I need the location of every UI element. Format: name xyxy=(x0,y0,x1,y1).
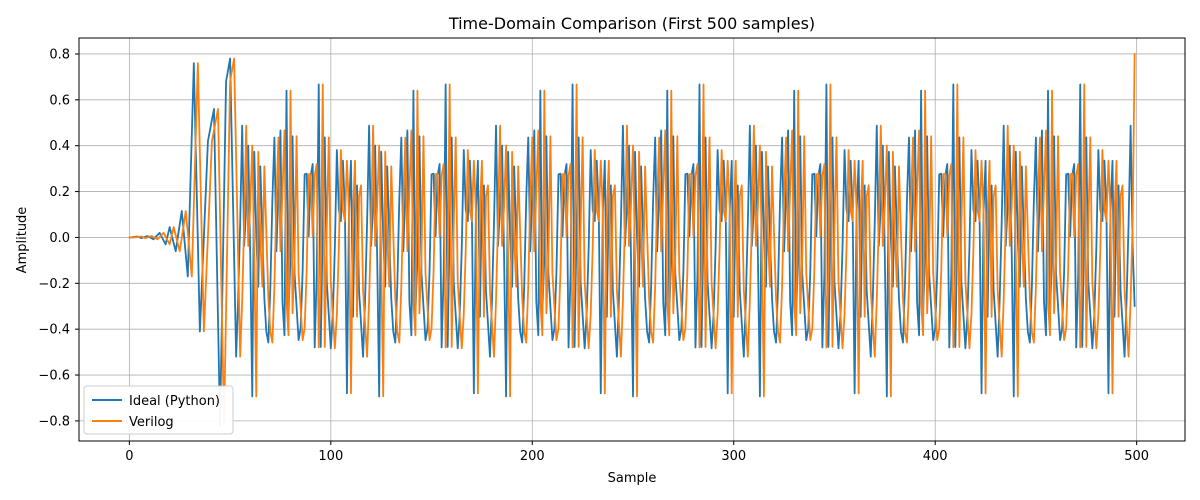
y-axis: −0.8 −0.6 −0.4 −0.2 0.0 0.2 0.4 0.6 0.8 xyxy=(38,47,79,429)
chart-title: Time-Domain Comparison (First 500 sample… xyxy=(448,14,815,33)
x-axis-label: Sample xyxy=(608,471,657,486)
y-tick-label: 0.8 xyxy=(49,47,70,62)
y-axis-label: Amplitude xyxy=(15,207,30,274)
y-tick-label: −0.2 xyxy=(38,277,70,292)
x-tick-label: 200 xyxy=(520,449,545,464)
y-tick-label: 0.4 xyxy=(49,139,70,154)
y-tick-label: 0.6 xyxy=(49,93,70,108)
legend-label-verilog: Verilog xyxy=(129,415,174,430)
x-axis: 0 100 200 300 400 500 xyxy=(125,441,1149,464)
plot-frame xyxy=(78,37,1186,442)
x-tick-label: 500 xyxy=(1124,449,1149,464)
legend: Ideal (Python) Verilog xyxy=(83,385,234,435)
x-tick-label: 0 xyxy=(125,449,133,464)
y-tick-label: 0.0 xyxy=(49,231,70,246)
legend-label-ideal: Ideal (Python) xyxy=(129,394,220,409)
y-tick-label: −0.4 xyxy=(38,323,70,338)
y-tick-label: 0.2 xyxy=(49,185,70,200)
y-tick-label: −0.6 xyxy=(38,369,70,384)
x-tick-label: 100 xyxy=(318,449,343,464)
series-line-1 xyxy=(128,53,1136,427)
series-layer xyxy=(128,53,1136,427)
y-tick-label: −0.8 xyxy=(38,414,70,429)
x-tick-label: 300 xyxy=(721,449,746,464)
x-tick-label: 400 xyxy=(923,449,948,464)
